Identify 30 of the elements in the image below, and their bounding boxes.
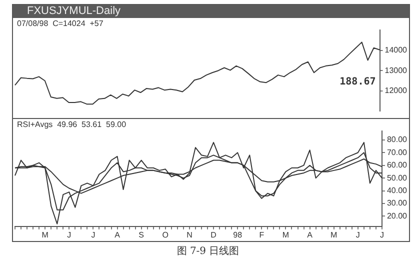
x-tick-label: D (210, 230, 217, 240)
y-tick-label: 50.00 (386, 173, 408, 182)
y-tick-label: 20.00 (386, 211, 408, 220)
x-tick-label: J (380, 230, 384, 240)
x-tick-label: F (259, 230, 264, 240)
y-tick-label: 30.00 (386, 198, 408, 208)
chart-subtitle: 07/08/98 C=14024 +57 (17, 19, 104, 28)
y-tick-label: 12000 (384, 86, 408, 96)
y-tick-label: 60.00 (386, 160, 408, 170)
x-tick-label: 98 (233, 230, 243, 240)
y-tick-label: 40.00 (386, 186, 408, 195)
y-tick-label: 14000 (384, 46, 408, 55)
x-tick-label: J (356, 230, 360, 240)
x-tick-label: A (307, 230, 314, 240)
x-tick-label: N (186, 230, 193, 240)
x-tick-label: M (282, 230, 290, 240)
chart-subtitle: RSI+Avgs 49.96 53.61 59.00 (17, 120, 127, 130)
y-tick-label: 70.00 (386, 148, 408, 157)
x-tick-label: J (67, 230, 72, 240)
x-tick-label: A (114, 230, 121, 240)
x-tick-label: M (42, 230, 49, 240)
y-tick-label: 13000 (384, 66, 408, 75)
x-tick-label: M (330, 230, 338, 240)
chart-title: FXUSJYMUL-Daily (13, 5, 409, 18)
y-tick-label: 80.00 (386, 135, 408, 144)
x-tick-label: J (91, 230, 96, 240)
x-tick-label: O (162, 230, 169, 240)
caption: 图 7-9 日线图 (176, 244, 240, 258)
annotation: 188.67 (340, 76, 376, 88)
x-tick-label: S (138, 230, 144, 240)
